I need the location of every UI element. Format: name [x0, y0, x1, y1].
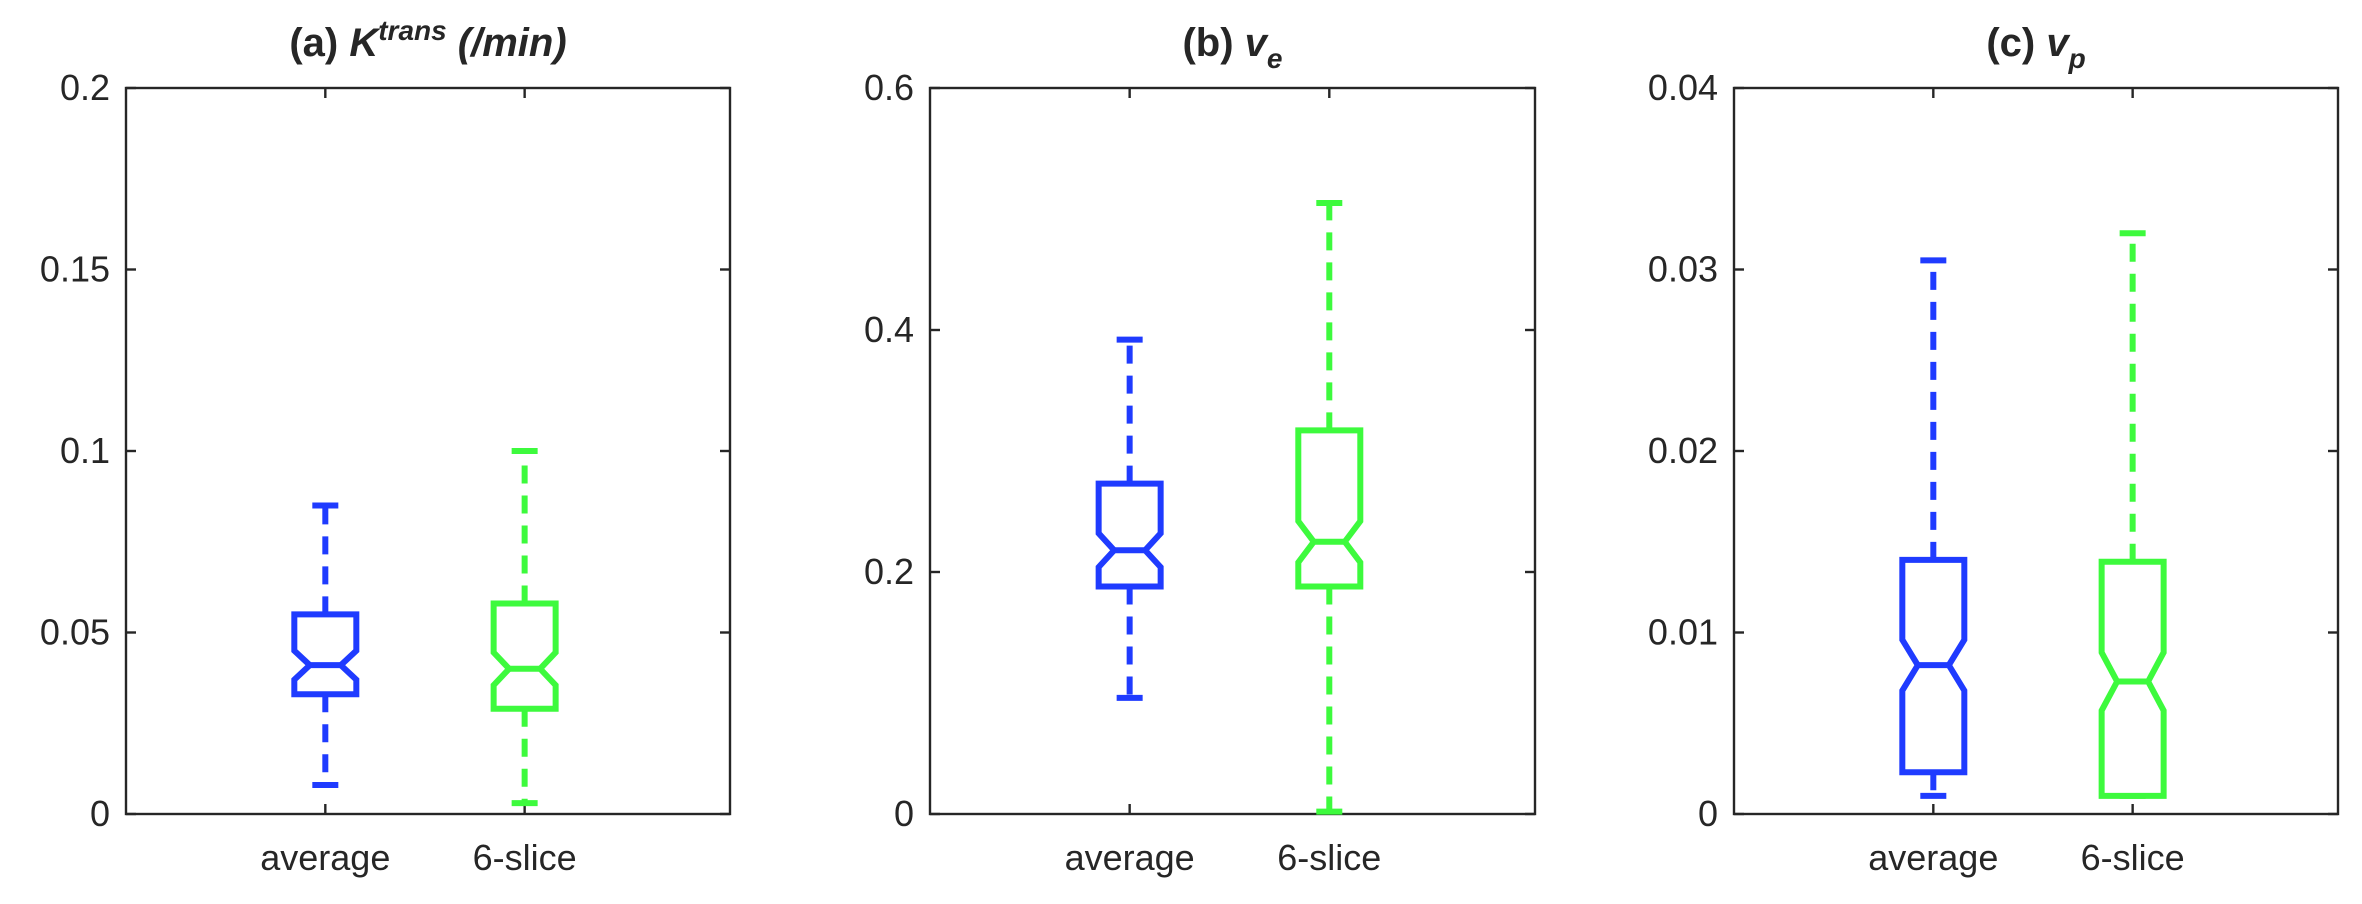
y-tick-label: 0.03: [1648, 249, 1718, 290]
y-tick-label: 0: [90, 793, 110, 834]
box-6-slice: [2098, 230, 2167, 799]
panel-1: 0 0.05 0.1 0.15 0.2 average 6-slice (a) Ktrans …: [40, 15, 732, 878]
y-tick-label: 0.02: [1648, 430, 1718, 471]
box-body: [1095, 480, 1164, 590]
panel-title: (c) vp: [1986, 21, 2085, 74]
y-tick-label: 0.05: [40, 612, 110, 653]
box-average: [1899, 257, 1968, 799]
x-tick-label: average: [260, 837, 390, 878]
y-tick-label: 0: [894, 793, 914, 834]
panel-title: (a) Ktrans (/min): [289, 15, 566, 65]
x-tick-label: average: [1868, 837, 1998, 878]
box-6-slice: [1295, 199, 1364, 815]
y-tick-label: 0.15: [40, 249, 110, 290]
axes-frame: [124, 86, 732, 816]
panel-title: (b) ve: [1182, 21, 1282, 74]
box-6-slice: [490, 448, 559, 807]
y-tick-label: 0.2: [60, 67, 110, 108]
box-body: [291, 611, 360, 698]
y-tick-label: 0.04: [1648, 67, 1718, 108]
x-tick-label: average: [1065, 837, 1195, 878]
y-tick-label: 0: [1698, 793, 1718, 834]
y-tick-label: 0.1: [60, 430, 110, 471]
x-tick-label: 6-slice: [473, 837, 577, 878]
axes-frame: [1732, 86, 2340, 816]
panel-2: 0 0.2 0.4 0.6 average 6-slice (b) ve: [864, 21, 1537, 878]
x-tick-label: 6-slice: [2081, 837, 2185, 878]
box-average: [1095, 336, 1164, 701]
y-tick-label: 0.4: [864, 309, 914, 350]
box-body: [490, 600, 559, 712]
y-tick-label: 0.6: [864, 67, 914, 108]
axes-frame: [928, 86, 1537, 816]
box-body: [1295, 427, 1364, 590]
y-tick-label: 0.2: [864, 551, 914, 592]
x-tick-label: 6-slice: [1277, 837, 1381, 878]
box-average: [291, 502, 360, 788]
panel-3: 0 0.01 0.02 0.03 0.04 average 6-slice (c) vp: [1648, 21, 2340, 878]
y-tick-label: 0.01: [1648, 612, 1718, 653]
